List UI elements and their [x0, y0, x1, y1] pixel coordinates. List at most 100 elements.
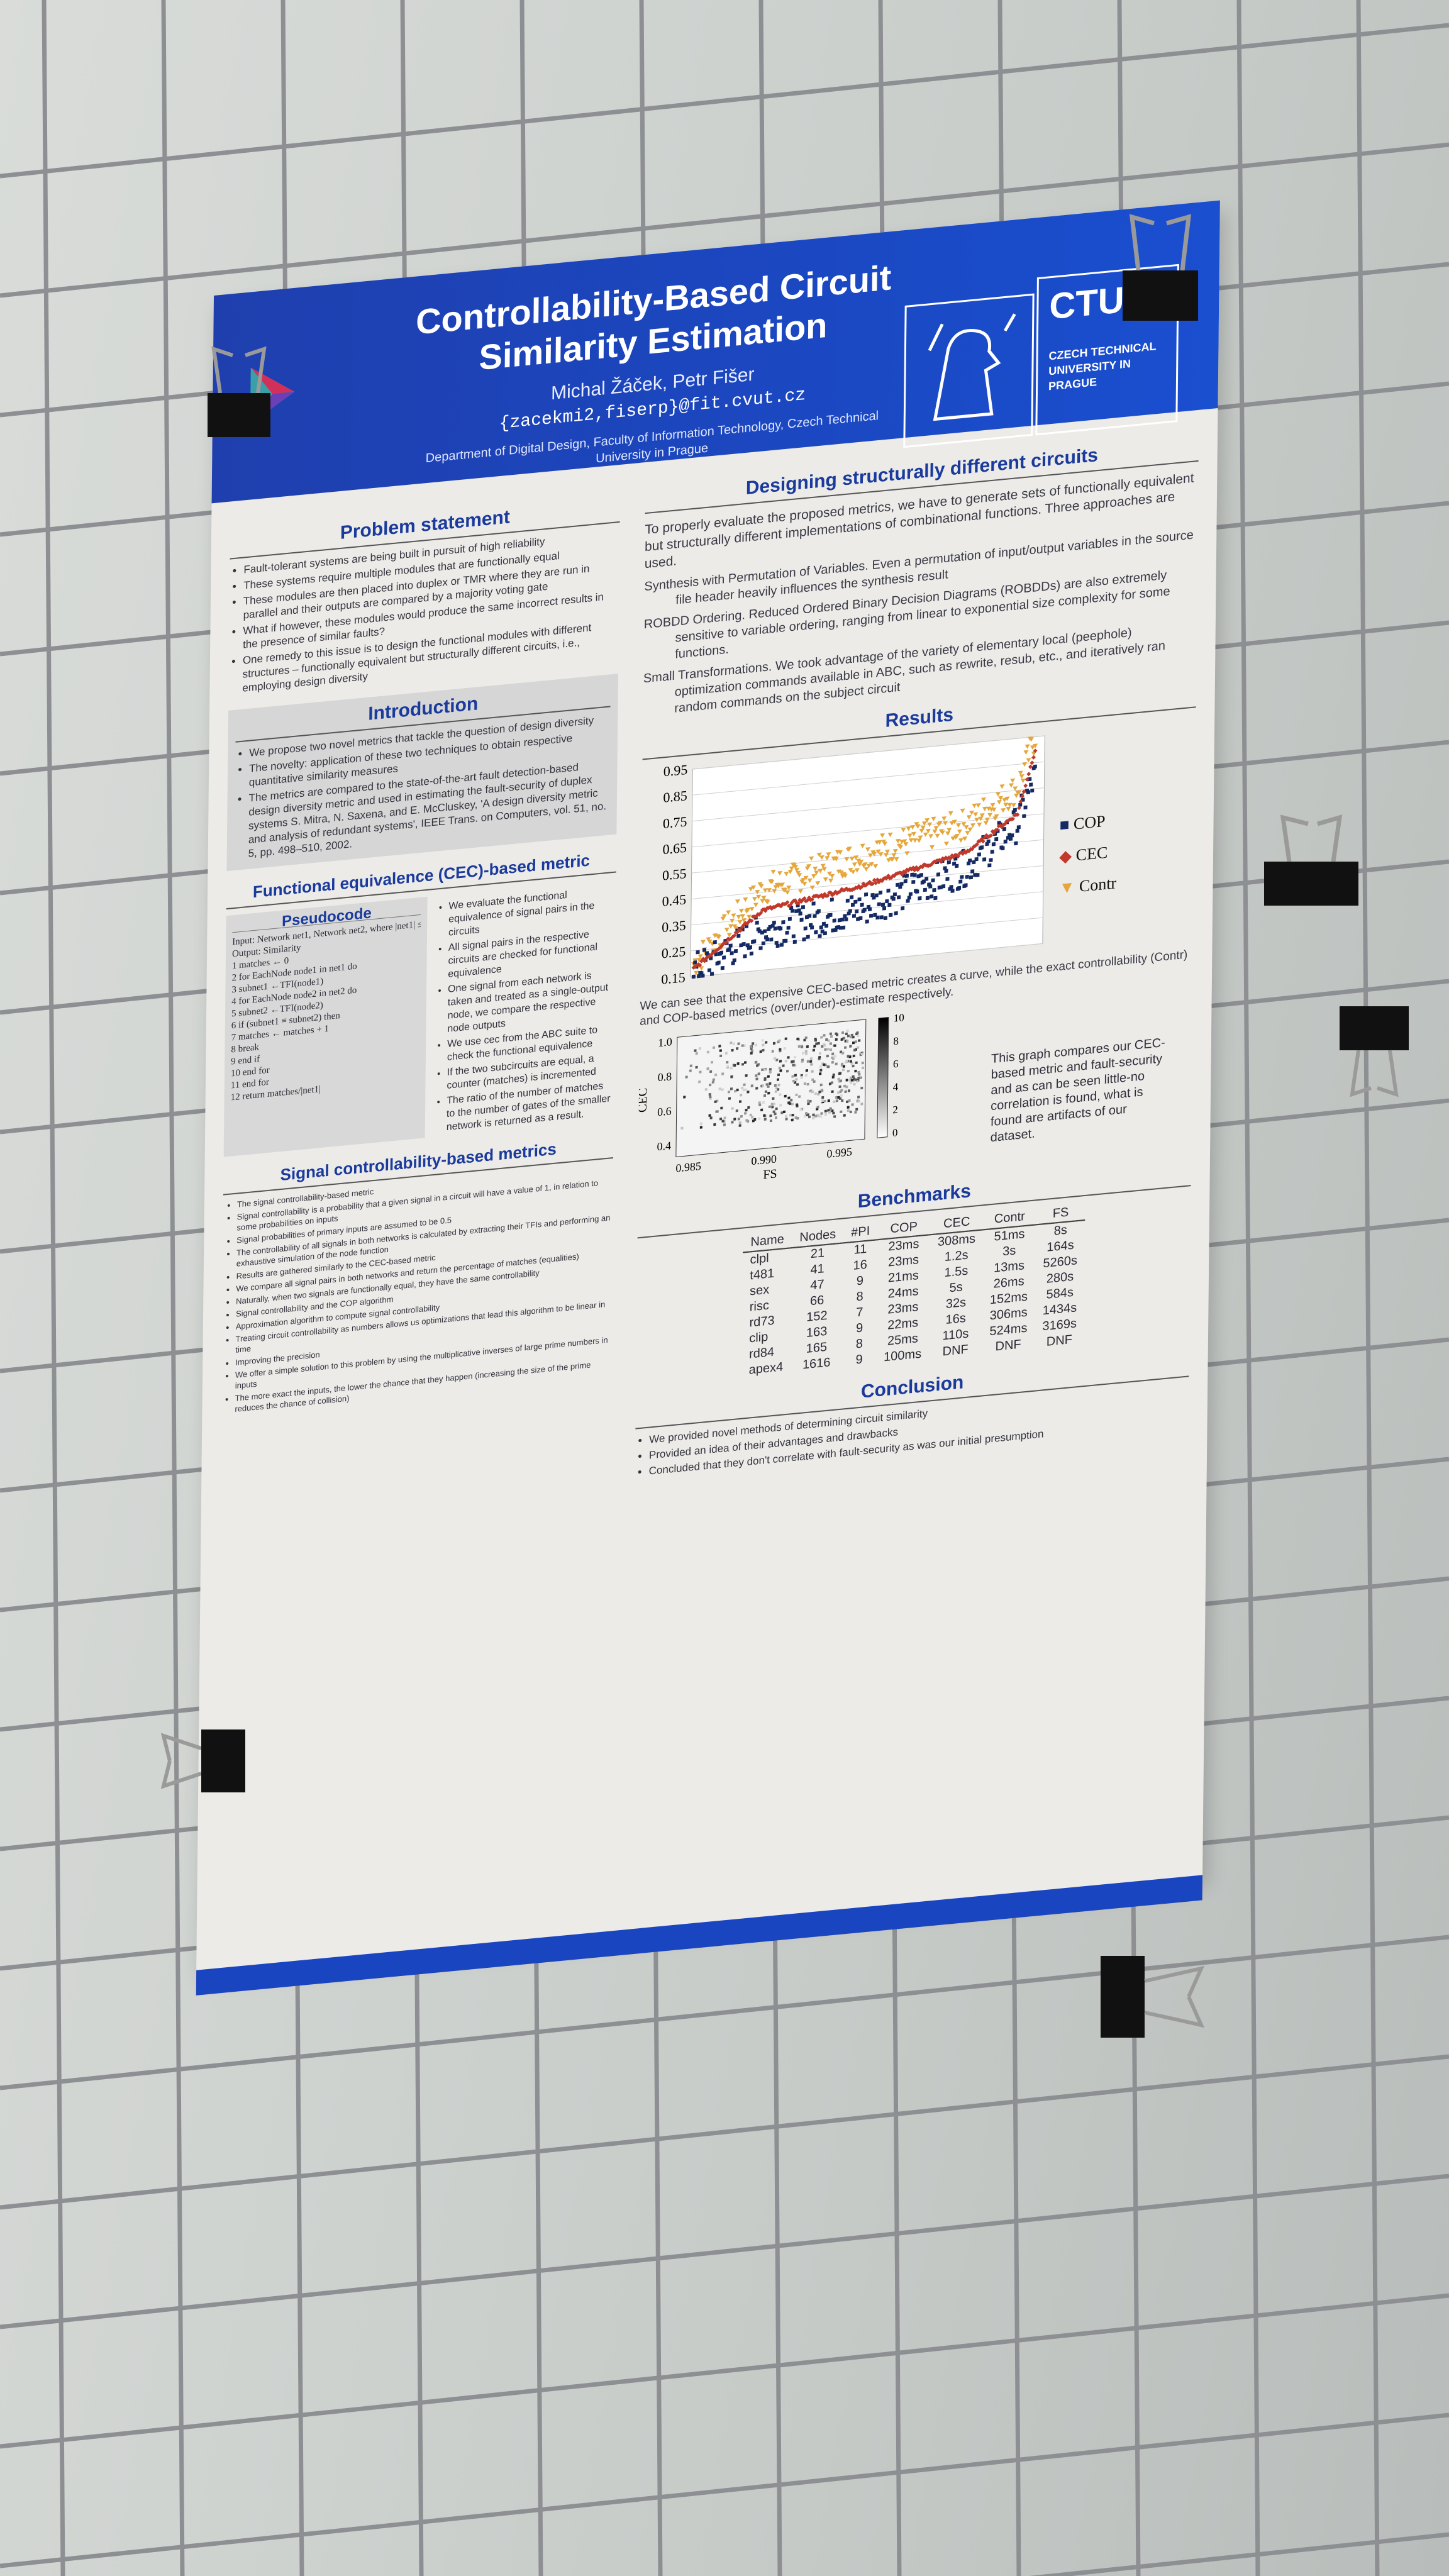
data-point-contr	[847, 847, 852, 852]
heatmap-cell	[845, 1085, 848, 1089]
data-point-cop	[1016, 825, 1021, 830]
heatmap-cell	[770, 1102, 774, 1106]
x-tick-label: 0.990	[751, 1152, 777, 1167]
heatmap-cell	[833, 1055, 836, 1058]
data-point-cec	[1015, 812, 1020, 817]
data-point-contr	[1001, 808, 1006, 813]
data-point-cop	[865, 919, 869, 924]
data-point-contr	[1030, 745, 1035, 750]
data-point-cop	[991, 842, 996, 847]
cec-section: Functional equivalence (CEC)-based metri…	[223, 848, 617, 1157]
heatmap-cell	[796, 1037, 799, 1041]
data-point-contr	[996, 799, 1002, 805]
heatmap-cell	[772, 1102, 775, 1106]
data-point-cop	[1003, 839, 1008, 844]
heatmap-cell	[784, 1060, 787, 1063]
data-point-contr	[949, 821, 955, 826]
heatmap-cell	[803, 1038, 806, 1041]
heatmap-cell	[721, 1072, 724, 1075]
data-point-contr	[741, 918, 747, 923]
heatmap-cell	[714, 1073, 718, 1077]
data-point-contr	[813, 866, 818, 872]
data-point-cop	[903, 879, 908, 884]
heatmap-cell	[855, 1061, 858, 1064]
data-point-contr	[990, 802, 996, 808]
data-point-contr	[928, 834, 934, 839]
data-point-cec	[822, 892, 827, 897]
data-point-cop	[925, 896, 930, 901]
data-point-contr	[767, 887, 772, 893]
heatmap-cell	[827, 1099, 830, 1102]
data-point-cec	[886, 874, 891, 879]
heatmap-cell	[773, 1057, 776, 1060]
data-point-cop	[779, 926, 783, 931]
heatmap-cell	[837, 1077, 840, 1081]
data-point-cop	[710, 972, 714, 976]
data-point-cop	[696, 950, 700, 955]
heatmap-cell	[769, 1114, 772, 1118]
data-point-cop	[855, 909, 859, 914]
data-point-cop	[791, 909, 795, 913]
heatmap-cell	[709, 1116, 713, 1119]
data-point-contr	[784, 871, 789, 877]
heatmap-cell	[723, 1123, 726, 1126]
introduction-section: Introduction We propose two novel metric…	[226, 674, 619, 872]
data-point-cop	[850, 895, 854, 899]
data-point-cop	[784, 938, 788, 943]
data-point-contr	[732, 924, 738, 929]
data-point-cop	[1014, 841, 1018, 846]
data-point-contr	[819, 855, 824, 860]
data-point-cec	[749, 918, 754, 923]
data-point-contr	[844, 857, 850, 862]
data-point-contr	[894, 857, 899, 862]
data-point-contr	[809, 885, 815, 891]
binder-clip-icon	[160, 1729, 245, 1792]
data-point-cec	[872, 877, 877, 882]
data-point-contr	[972, 803, 977, 808]
data-point-cec	[1028, 764, 1033, 769]
heatmap-cell	[833, 1115, 836, 1118]
heatmap-cell	[841, 1062, 844, 1065]
heatmap-cell	[736, 1088, 739, 1092]
heatmap-cell	[777, 1073, 780, 1077]
heatmap-cell	[803, 1082, 806, 1085]
grid-wire	[0, 2054, 1449, 2210]
data-point-contr	[777, 870, 782, 876]
data-point-contr	[862, 862, 868, 867]
heatmap-cell	[767, 1075, 770, 1078]
binder-clip-icon	[1264, 814, 1358, 906]
data-point-cop	[808, 914, 812, 918]
heatmap-cell	[832, 1111, 835, 1115]
heatmap-cell	[772, 1041, 775, 1045]
data-point-contr	[733, 926, 739, 931]
heatmap-cell	[813, 1045, 816, 1048]
data-point-cec	[947, 855, 952, 860]
data-point-cop	[949, 885, 953, 889]
data-point-cec	[1020, 794, 1025, 799]
data-point-cop	[802, 937, 806, 941]
heatmap-cell	[854, 1069, 857, 1073]
data-point-cec	[1026, 772, 1031, 777]
data-point-cop	[765, 937, 770, 941]
data-point-cop	[1022, 814, 1026, 818]
heatmap-cell	[818, 1052, 821, 1055]
data-point-cop	[955, 863, 959, 869]
data-point-cec	[937, 858, 942, 863]
data-point-contr	[973, 812, 979, 817]
heatmap-cell	[718, 1045, 721, 1048]
heatmap-cell	[799, 1108, 802, 1111]
data-point-cec	[792, 898, 797, 903]
heatmap-cell	[783, 1046, 786, 1050]
data-point-contr	[818, 869, 823, 874]
y-tick-label: 1.0	[658, 1035, 672, 1049]
data-point-cop	[713, 940, 717, 945]
heatmap-cell	[795, 1093, 798, 1097]
data-point-contr	[852, 862, 857, 867]
heatmap-cell	[750, 1084, 753, 1087]
heatmap-cell	[840, 1110, 843, 1114]
heatmap-cell	[806, 1060, 809, 1063]
heatmap-cell	[745, 1109, 748, 1112]
heatmap-cell	[763, 1094, 767, 1097]
data-point-contr	[1020, 778, 1026, 784]
heatmap-cell	[758, 1117, 761, 1120]
